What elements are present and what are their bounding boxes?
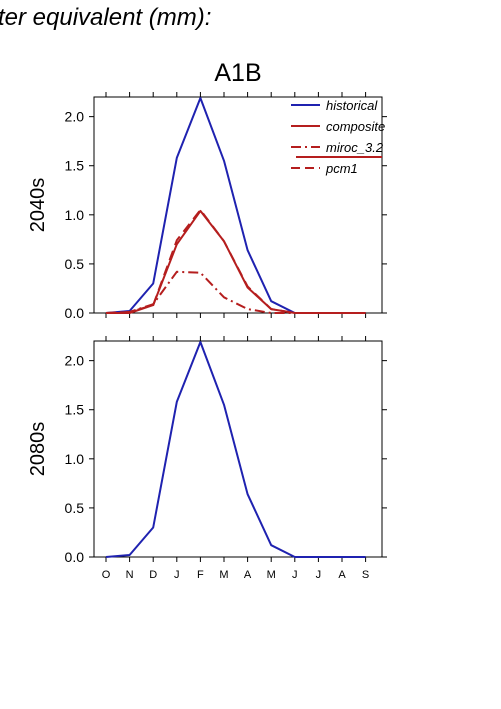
plot-frame-1 xyxy=(93,96,383,314)
x-tick-label: S xyxy=(362,569,369,581)
y-tick-label: 2.0 xyxy=(65,109,85,125)
legend-label: composite xyxy=(326,119,385,134)
series-line-composite xyxy=(106,209,366,314)
y-tick-label: 0.5 xyxy=(65,256,85,272)
x-tick-label: J xyxy=(174,569,180,581)
y-tick-label: 0.0 xyxy=(65,305,85,321)
legend-label: pcm1 xyxy=(325,161,358,176)
x-tick-label: D xyxy=(149,569,157,581)
x-tick-label: A xyxy=(338,569,346,581)
series-line-pcm1 xyxy=(105,208,366,314)
y-tick-label: 0.0 xyxy=(65,549,85,565)
x-tick-label: M xyxy=(267,569,276,581)
y-tick-label: 2.0 xyxy=(65,353,85,369)
y-tick-label: 1.0 xyxy=(65,207,85,223)
series-line-historical xyxy=(105,341,366,558)
y-tick-label: 1.5 xyxy=(65,158,85,174)
y-axis-label-2: 2080s xyxy=(27,422,49,477)
x-tick-label: J xyxy=(292,569,298,581)
x-tick-label: F xyxy=(197,569,204,581)
legend-label: historical xyxy=(326,98,378,113)
y-axis-label-1: 2040s xyxy=(27,178,49,233)
x-tick-label: N xyxy=(126,569,134,581)
y-tick-label: 1.0 xyxy=(65,451,85,467)
y-tick-label: 1.5 xyxy=(65,402,85,418)
page-header-text: ter equivalent (mm): xyxy=(0,4,212,31)
series-line-miroc-3-2 xyxy=(105,270,366,314)
x-tick-label: J xyxy=(316,569,322,581)
legend-label: miroc_3.2 xyxy=(326,140,384,155)
plot-frame-2 xyxy=(93,340,383,558)
x-tick-label: A xyxy=(244,569,252,581)
x-tick-label: O xyxy=(102,569,111,581)
x-tick-label: M xyxy=(219,569,228,581)
chart-title: A1B xyxy=(214,59,261,87)
y-tick-label: 0.5 xyxy=(65,500,85,516)
